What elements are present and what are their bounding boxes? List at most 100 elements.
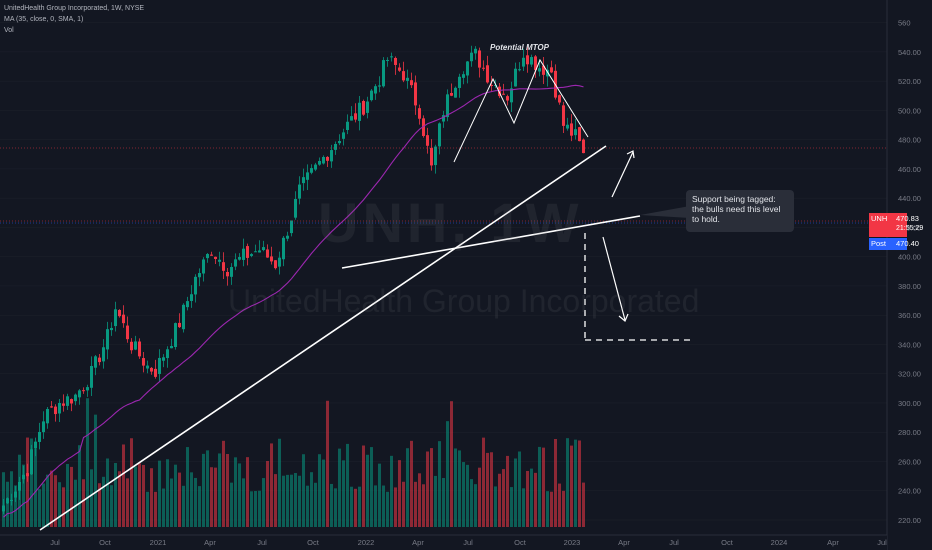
volume-bar xyxy=(274,474,277,527)
candle-body xyxy=(462,74,465,78)
volume-bar xyxy=(110,485,113,527)
candle-body xyxy=(390,56,393,58)
candle-body xyxy=(482,67,485,69)
candle-body xyxy=(530,57,533,65)
volume-bar xyxy=(318,454,321,527)
volume-bar xyxy=(498,473,501,527)
x-tick-label: Jul xyxy=(257,538,267,547)
candle-body xyxy=(498,86,501,97)
candle-body xyxy=(506,96,509,101)
volume-bar xyxy=(434,475,437,527)
y-tick-label: 540.00 xyxy=(898,48,921,57)
candle-body xyxy=(410,80,413,86)
volume-bar xyxy=(62,487,65,527)
volume-bar xyxy=(250,491,253,527)
legend-volume[interactable]: Vol xyxy=(4,27,14,34)
candle-body xyxy=(386,59,389,61)
x-tick-label: Jul xyxy=(50,538,60,547)
candle-body xyxy=(434,146,437,166)
candle-body xyxy=(418,108,421,119)
candle-body xyxy=(302,177,305,184)
volume-bar xyxy=(162,488,165,527)
candle-body xyxy=(510,88,513,103)
y-tick-label: 360.00 xyxy=(898,311,921,320)
candle-body xyxy=(110,327,113,331)
candle-body xyxy=(350,116,353,121)
x-tick-label: Apr xyxy=(827,538,839,547)
volume-bar xyxy=(118,471,121,527)
volume-bar xyxy=(266,460,269,527)
x-tick-label: 2023 xyxy=(564,538,581,547)
candle-body xyxy=(438,123,441,147)
candle-body xyxy=(170,345,173,349)
candle-body xyxy=(46,409,49,424)
volume-bar xyxy=(402,481,405,527)
candle-body xyxy=(114,309,117,327)
candle-body xyxy=(214,256,217,259)
volume-bar xyxy=(358,486,361,527)
volume-bar xyxy=(506,455,509,527)
candle-body xyxy=(266,249,269,258)
volume-bar xyxy=(106,458,109,527)
candle-body xyxy=(166,349,169,359)
candle-body xyxy=(538,68,541,72)
volume-bar xyxy=(470,479,473,527)
volume-bar xyxy=(158,460,161,527)
volume-bar xyxy=(94,414,97,527)
candle-body xyxy=(382,60,385,87)
volume-bar xyxy=(246,457,249,527)
volume-bar xyxy=(126,478,129,527)
volume-bar xyxy=(458,450,461,527)
volume-bar xyxy=(182,485,185,527)
volume-bar xyxy=(46,474,49,527)
volume-bar xyxy=(226,454,229,527)
candle-body xyxy=(222,262,225,271)
volume-bar xyxy=(338,448,341,527)
candle-body xyxy=(182,304,185,330)
volume-bar xyxy=(454,448,457,527)
volume-bar xyxy=(394,487,397,527)
volume-bar xyxy=(102,476,105,527)
volume-bar xyxy=(86,398,89,527)
candle-body xyxy=(346,121,349,131)
candle-body xyxy=(490,84,493,86)
volume-bar xyxy=(174,464,177,527)
candle-body xyxy=(578,127,581,142)
candle-body xyxy=(310,168,313,173)
volume-bar xyxy=(418,473,421,527)
volume-bar xyxy=(490,452,493,527)
candle-body xyxy=(454,87,457,98)
candle-body xyxy=(470,52,473,62)
volume-bar xyxy=(530,468,533,527)
candle-body xyxy=(282,237,285,260)
watermark-symbol: UNH, 1W xyxy=(318,191,583,254)
volume-bar xyxy=(190,472,193,527)
volume-bar xyxy=(154,491,157,527)
volume-bar xyxy=(566,438,569,527)
candle-body xyxy=(38,431,41,442)
legend-ma[interactable]: MA (35, close, 0, SMA, 1) xyxy=(4,16,84,23)
volume-bar xyxy=(582,482,585,527)
x-tick-label: Oct xyxy=(721,538,734,547)
candle-body xyxy=(582,139,585,154)
candle-body xyxy=(370,90,373,101)
y-tick-label: 400.00 xyxy=(898,253,921,262)
candle-body xyxy=(402,71,405,81)
candle-body xyxy=(450,92,453,96)
x-axis: Jul Oct 2021 Apr Jul Oct 2022 Apr Jul Oct 2023 Apr J… xyxy=(50,538,887,547)
candle-body xyxy=(82,390,85,392)
support-callout[interactable]: Support being tagged: the bulls need thi… xyxy=(686,190,794,232)
y-tick-label: 280.00 xyxy=(898,428,921,437)
candle-body xyxy=(234,259,237,267)
post-label: Post xyxy=(871,239,887,248)
candle-body xyxy=(154,368,157,377)
legend-title[interactable]: UnitedHealth Group Incorporated, 1W, NYS… xyxy=(4,5,145,12)
volume-bar xyxy=(354,488,357,527)
volume-bar xyxy=(406,448,409,527)
x-tick-label: 2024 xyxy=(771,538,788,547)
candle-body xyxy=(250,254,253,256)
volume-bar xyxy=(238,463,241,527)
volume-bar xyxy=(138,463,141,527)
candle-body xyxy=(18,481,21,491)
